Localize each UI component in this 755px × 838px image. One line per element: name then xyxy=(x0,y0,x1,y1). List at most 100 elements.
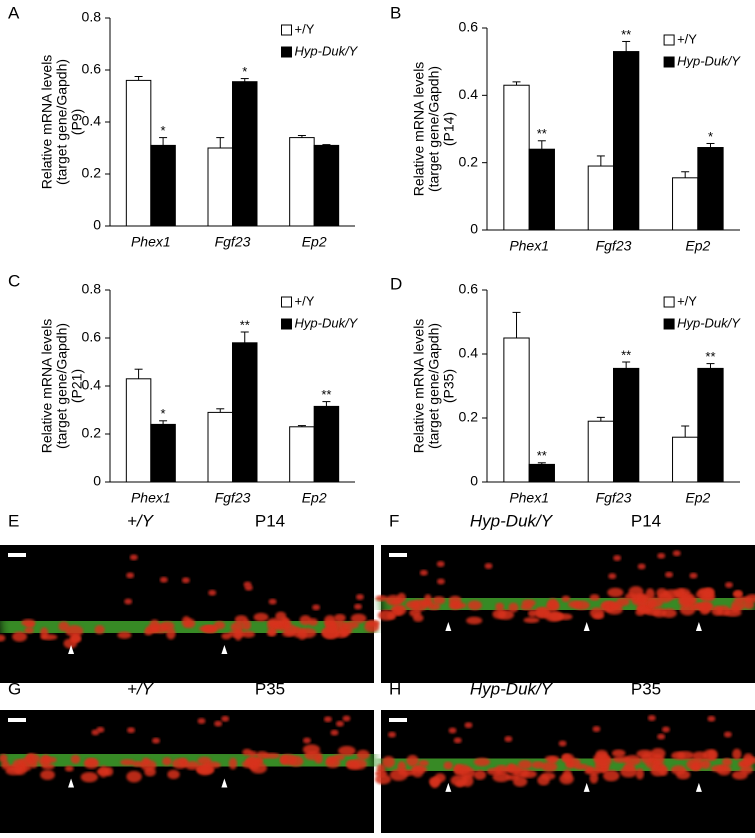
nucleus xyxy=(406,754,419,767)
arrowhead xyxy=(695,622,702,631)
bar xyxy=(613,367,640,483)
significance-label: * xyxy=(708,129,713,144)
nucleus xyxy=(166,627,176,640)
nucleus xyxy=(302,744,321,755)
y-axis-label: (P9) xyxy=(69,109,85,135)
nucleus xyxy=(647,715,656,722)
nucleus xyxy=(546,600,560,612)
nucleus xyxy=(208,589,217,596)
panel-label: B xyxy=(390,3,401,22)
nucleus xyxy=(355,594,364,601)
scale-bar xyxy=(8,553,26,557)
nucleus xyxy=(65,625,84,638)
x-tick-label: Phex1 xyxy=(509,490,549,506)
nucleus xyxy=(185,761,200,771)
nucleus xyxy=(40,769,55,781)
nucleus xyxy=(141,757,151,765)
legend-swatch xyxy=(663,296,675,308)
bar xyxy=(672,436,699,483)
scale-bar xyxy=(389,718,407,722)
bar xyxy=(232,342,258,483)
nucleus xyxy=(613,555,622,562)
nucleus xyxy=(343,621,359,629)
nucleus xyxy=(40,633,58,641)
legend-swatch xyxy=(281,24,292,36)
nucleus xyxy=(559,773,574,785)
y-axis-label: (P35) xyxy=(441,369,457,403)
nucleus xyxy=(732,590,743,598)
y-tick-label: 0.4 xyxy=(82,377,102,393)
nucleus xyxy=(611,749,626,758)
bar xyxy=(587,165,615,231)
nucleus xyxy=(528,609,537,618)
nucleus xyxy=(308,618,318,626)
x-tick-label: Fgf23 xyxy=(215,234,251,250)
nucleus xyxy=(346,760,361,770)
nucleus xyxy=(268,598,277,605)
age-label: P14 xyxy=(631,511,661,530)
nucleus xyxy=(607,587,624,598)
nucleus xyxy=(44,756,57,763)
nucleus xyxy=(495,602,505,611)
bar xyxy=(528,148,555,231)
nucleus xyxy=(375,774,392,785)
nucleus xyxy=(94,625,105,635)
bar xyxy=(125,378,152,483)
nucleus xyxy=(197,717,206,724)
legend-label: Hyp-Duk/Y xyxy=(295,43,359,58)
x-tick-label: Ep2 xyxy=(302,490,327,506)
y-axis-label: Relative mRNA levels xyxy=(411,62,427,197)
nucleus xyxy=(5,766,23,776)
nucleus xyxy=(18,758,32,768)
nucleus xyxy=(466,616,483,625)
nucleus xyxy=(333,754,345,761)
nucleus xyxy=(637,563,646,570)
nucleus xyxy=(342,715,351,722)
nucleus xyxy=(700,759,711,770)
nucleus xyxy=(710,764,728,773)
nucleus xyxy=(531,761,545,769)
nucleus xyxy=(350,613,367,624)
nucleus xyxy=(508,602,519,613)
nucleus xyxy=(387,731,396,738)
nucleus xyxy=(657,552,666,559)
y-tick-label: 0 xyxy=(93,473,101,489)
y-tick-label: 0.6 xyxy=(459,281,479,297)
nucleus xyxy=(263,752,280,759)
bar xyxy=(672,177,699,231)
nucleus xyxy=(671,765,686,775)
nucleus xyxy=(375,595,388,602)
nucleus xyxy=(312,604,321,611)
nucleus xyxy=(334,613,346,622)
y-tick-label: 0 xyxy=(470,473,478,489)
y-axis-label: (P14) xyxy=(441,112,457,146)
nucleus xyxy=(537,775,550,786)
bar xyxy=(289,426,315,483)
nucleus xyxy=(124,598,133,605)
nucleus xyxy=(0,634,6,642)
y-axis-label: (target gene/Gapdh) xyxy=(426,66,442,192)
nucleus xyxy=(323,716,332,723)
bar xyxy=(232,81,258,227)
nucleus xyxy=(724,581,733,588)
nucleus xyxy=(545,611,563,622)
nucleus xyxy=(330,729,339,736)
x-tick-label: Phex1 xyxy=(131,490,171,506)
nucleus xyxy=(436,578,445,585)
bar xyxy=(503,84,530,231)
panel-label: D xyxy=(390,274,402,293)
nucleus xyxy=(338,745,356,756)
significance-label: ** xyxy=(240,317,250,332)
nucleus xyxy=(391,598,402,605)
nucleus xyxy=(635,768,645,780)
nucleus xyxy=(24,627,34,634)
bar xyxy=(313,405,340,483)
nucleus xyxy=(703,749,717,761)
nucleus xyxy=(665,571,674,578)
arrowhead xyxy=(583,782,590,792)
nucleus xyxy=(242,619,252,631)
nucleus xyxy=(430,777,440,789)
arrowhead xyxy=(583,622,590,631)
nucleus xyxy=(638,605,650,613)
